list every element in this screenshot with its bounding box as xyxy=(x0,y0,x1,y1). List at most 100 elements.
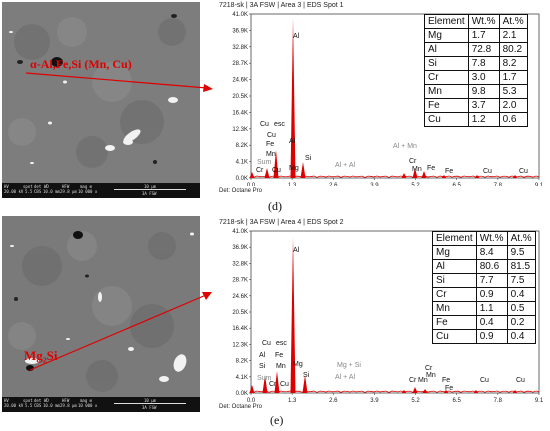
y-tick-label: 20.5K xyxy=(232,94,248,100)
table-cell: Si xyxy=(424,56,469,71)
table-row: Si 7.7 7.5 xyxy=(432,273,536,288)
sem-value-hfw: 29.8 μm xyxy=(60,189,77,194)
peak-label: Cr xyxy=(425,365,433,372)
sem-image-e xyxy=(2,216,200,397)
x-tick-label: 9.1 xyxy=(535,183,544,186)
spectrum-peak xyxy=(262,375,268,393)
peak-label: Mg xyxy=(293,361,303,368)
table-cell: 7.7 xyxy=(475,273,508,288)
peak-label: Cr xyxy=(269,381,277,388)
table-cell: 2.1 xyxy=(498,28,528,43)
y-tick-label: 24.6K xyxy=(232,78,248,84)
x-tick-label: 1.3 xyxy=(288,398,297,403)
table-cell: 1.7 xyxy=(498,70,528,85)
table-cell: 8.2 xyxy=(498,56,528,71)
peak-label: Mn xyxy=(412,166,422,173)
table-cell: Cr xyxy=(424,70,469,85)
spectrum-peak xyxy=(264,168,270,178)
table-header-cell: At.% xyxy=(506,231,536,246)
sem-info-bar-d: HV 20.00 kV spot 5.5 det CBS WD 10.0 mm … xyxy=(2,183,200,198)
sem-value-det: CBS xyxy=(34,403,42,408)
table-header-row: Element Wt.% At.% xyxy=(424,14,528,29)
table-cell: Mn xyxy=(424,84,469,99)
spectrum-baseline xyxy=(250,390,540,393)
sem-value-hv: 20.00 kV xyxy=(4,403,24,408)
x-tick-label: 3.9 xyxy=(370,183,379,186)
x-tick-label: 3.9 xyxy=(370,398,379,403)
table-cell: 2.0 xyxy=(498,98,528,113)
table-row: Mn 1.1 0.5 xyxy=(432,301,536,316)
table-cell: 80.2 xyxy=(498,42,528,57)
table-cell: 1.7 xyxy=(467,28,500,43)
y-tick-label: 16.4K xyxy=(232,326,248,332)
table-header-cell: Wt.% xyxy=(467,14,500,29)
peak-label: Al xyxy=(293,33,300,40)
y-tick-label: 0.0K xyxy=(236,176,248,182)
sem-sample-name: 3A FSW xyxy=(142,405,157,410)
y-tick-label: 41.0K xyxy=(232,12,248,18)
spectrum-peak xyxy=(273,150,279,178)
spectrum-peak xyxy=(290,237,296,393)
y-tick-label: 4.1K xyxy=(236,160,248,166)
sem-value-wd: 10.0 mm xyxy=(43,403,60,408)
table-cell: 0.4 xyxy=(506,287,536,302)
sem-scale-bar xyxy=(114,403,186,404)
sem-value-wd: 10.0 mm xyxy=(43,189,60,194)
sem-label-spot: spot xyxy=(23,184,33,189)
sem-sample-name: 3A FSW xyxy=(142,191,157,196)
spectrum-peak xyxy=(473,390,479,393)
table-row: Si 7.8 8.2 xyxy=(424,56,528,71)
caption-e: (e) xyxy=(270,413,284,427)
x-tick-label: 9.1 xyxy=(535,398,544,403)
spectrum-peak xyxy=(290,18,296,178)
peak-label: Si xyxy=(305,155,312,162)
sem-value-mag: 10 000 x xyxy=(78,189,98,194)
table-header-cell: At.% xyxy=(498,14,528,29)
table-cell: Cr xyxy=(432,287,477,302)
phase-label-d: α-Al,Fe,Si (Mn, Cu) xyxy=(30,57,132,71)
peak-label: Al xyxy=(293,247,300,254)
x-tick-label: 0.0 xyxy=(247,183,256,186)
sem-value-det: CBS xyxy=(34,189,42,194)
peak-label: Cu xyxy=(267,132,276,139)
sem-label-hfw: HFW xyxy=(62,398,70,403)
table-cell: Al xyxy=(432,259,477,274)
table-row: Cr 0.9 0.4 xyxy=(432,287,536,302)
peak-label: Cu xyxy=(483,168,492,175)
composition-table-d: Element Wt.% At.% Mg 1.7 2.1 Al 72.8 80.2 Si 7.8 8.… xyxy=(424,14,528,127)
peak-label: Fe xyxy=(445,385,453,392)
peak-label: esc xyxy=(276,340,287,347)
sem-value-hv: 20.00 kV xyxy=(4,189,24,194)
sem-value-hfw: 29.8 μm xyxy=(60,403,77,408)
x-tick-label: 2.6 xyxy=(329,183,338,186)
table-cell: 0.2 xyxy=(506,315,536,330)
peak-label: Cr xyxy=(409,377,417,384)
table-cell: 0.9 xyxy=(475,287,508,302)
sem-scale-label: 10 μm xyxy=(144,184,157,189)
table-header-cell: Element xyxy=(424,14,469,29)
x-tick-label: 2.6 xyxy=(329,398,338,403)
table-header-row: Element Wt.% At.% xyxy=(432,231,536,246)
peak-label: Mg + Si xyxy=(337,362,361,369)
sem-label-det: det xyxy=(34,398,42,403)
x-tick-label: 5.2 xyxy=(411,183,420,186)
spectrum-peak xyxy=(441,175,447,178)
x-tick-label: 7.8 xyxy=(494,183,503,186)
peak-label: Cu xyxy=(516,377,525,384)
table-row: Fe 3.7 2.0 xyxy=(424,98,528,113)
sem-label-hv: HV xyxy=(4,398,9,403)
y-tick-label: 28.7K xyxy=(232,61,248,67)
peak-label: Mn xyxy=(276,363,286,370)
table-row: Cr 3.0 1.7 xyxy=(424,70,528,85)
table-cell: 1.1 xyxy=(475,301,508,316)
table-cell: 9.8 xyxy=(467,84,500,99)
spectrum-peak xyxy=(302,375,308,393)
table-cell: Al xyxy=(424,42,469,57)
table-cell: 0.5 xyxy=(506,301,536,316)
table-cell: 3.0 xyxy=(467,70,500,85)
sem-label-wd: WD xyxy=(44,398,49,403)
table-cell: 9.5 xyxy=(506,245,536,260)
peak-label: Al + Al xyxy=(335,374,355,381)
peak-label: Al + Mn xyxy=(393,143,417,150)
table-row: Mn 9.8 5.3 xyxy=(424,84,528,99)
